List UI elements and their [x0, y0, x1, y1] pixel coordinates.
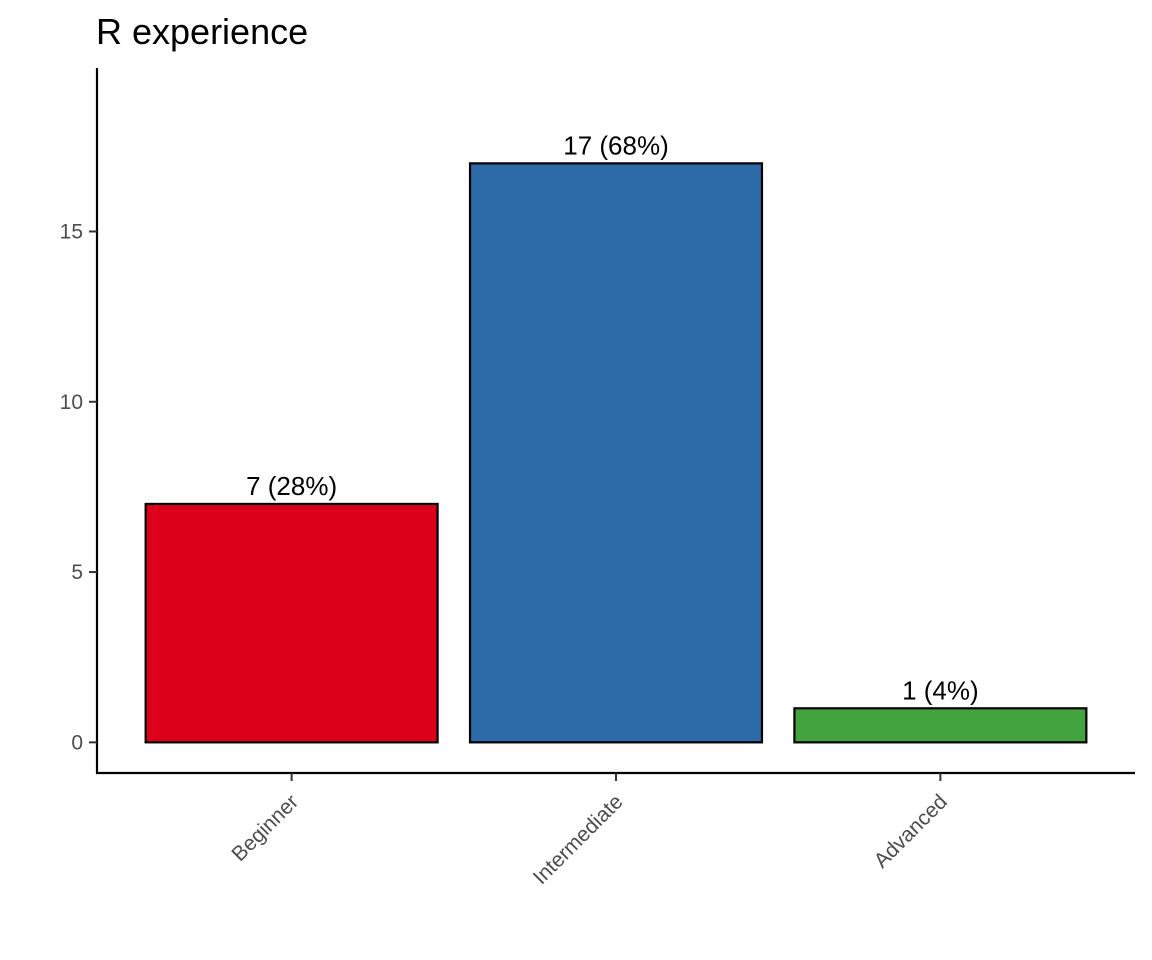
plot-area: 7 (28%) 17 (68%) 1 (4%) 0 5 10 15 Beginner Inter…: [60, 68, 1135, 889]
y-tick-label: 15: [60, 220, 83, 243]
y-tick-label: 10: [60, 391, 83, 414]
bar: [793, 707, 1088, 744]
x-tick-label: Advanced: [870, 790, 952, 872]
data-label: 17 (68%): [563, 130, 669, 160]
bar: [468, 162, 764, 744]
y-tick-label: 0: [71, 731, 83, 754]
y-tick-label: 5: [71, 561, 83, 584]
x-tick-label: Intermediate: [529, 790, 628, 889]
chart-title: R experience: [96, 11, 308, 52]
data-label: 7 (28%): [246, 471, 337, 501]
x-tick-label: Beginner: [227, 790, 303, 866]
data-label: 1 (4%): [902, 675, 979, 705]
bar: [144, 502, 439, 744]
